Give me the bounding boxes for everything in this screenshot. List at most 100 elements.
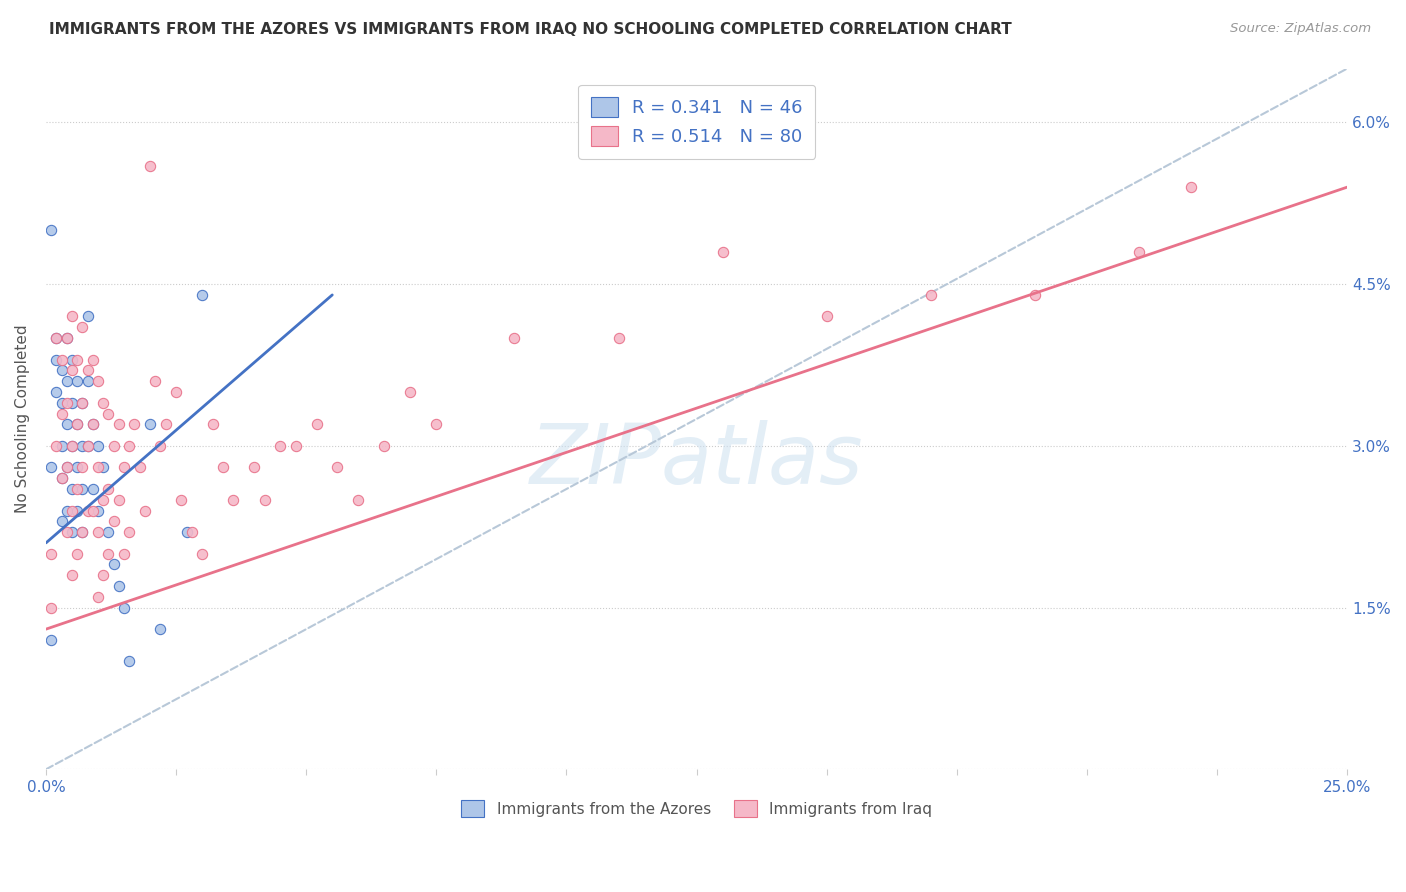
Point [60,525,83,540]
Point [347,492,370,507]
Text: Source: ZipAtlas.com: Source: ZipAtlas.com [1230,22,1371,36]
Point [82,482,104,496]
Point [56,525,79,540]
Point [56,331,79,345]
Point [97,407,120,421]
Point [155,417,177,432]
Point [1180,180,1202,194]
Point [60,503,83,517]
Point [51,471,73,485]
Point [60,482,83,496]
Point [76,503,98,517]
Point [56,374,79,388]
Point [112,460,135,475]
Point [87,503,110,517]
Point [76,374,98,388]
Point [253,492,276,507]
Point [87,439,110,453]
Text: ZIPatlas: ZIPatlas [530,420,863,501]
Point [425,417,447,432]
Point [72,439,94,453]
Point [66,374,89,388]
Point [72,525,94,540]
Point [1024,288,1046,302]
Point [165,384,187,399]
Text: IMMIGRANTS FROM THE AZORES VS IMMIGRANTS FROM IRAQ NO SCHOOLING COMPLETED CORREL: IMMIGRANTS FROM THE AZORES VS IMMIGRANTS… [49,22,1012,37]
Point [45,384,67,399]
Point [45,439,67,453]
Point [51,439,73,453]
Point [66,417,89,432]
Point [51,471,73,485]
Point [149,622,172,636]
Point [134,503,156,517]
Point [128,460,150,475]
Point [1128,244,1150,259]
Point [91,492,114,507]
Point [503,331,526,345]
Point [60,352,83,367]
Point [60,363,83,377]
Point [76,363,98,377]
Point [66,417,89,432]
Point [72,396,94,410]
Point [82,503,104,517]
Point [815,310,838,324]
Point [212,460,235,475]
Point [103,514,125,528]
Point [711,244,734,259]
Point [60,439,83,453]
Point [243,460,266,475]
Point [51,407,73,421]
Point [149,439,172,453]
Point [91,568,114,582]
Point [91,460,114,475]
Point [139,417,162,432]
Point [305,417,328,432]
Point [112,547,135,561]
Point [201,417,224,432]
Point [56,417,79,432]
Point [60,568,83,582]
Point [72,482,94,496]
Point [97,525,120,540]
Point [56,331,79,345]
Point [170,492,193,507]
Point [607,331,630,345]
Point [39,547,62,561]
Point [920,288,942,302]
Point [39,600,62,615]
Point [66,503,89,517]
Point [97,547,120,561]
Point [87,590,110,604]
Point [87,460,110,475]
Point [51,396,73,410]
Point [56,460,79,475]
Legend: Immigrants from the Azores, Immigrants from Iraq: Immigrants from the Azores, Immigrants f… [454,793,939,825]
Y-axis label: No Schooling Completed: No Schooling Completed [15,325,30,513]
Point [82,417,104,432]
Point [56,503,79,517]
Point [60,310,83,324]
Point [45,331,67,345]
Point [118,655,141,669]
Point [124,417,146,432]
Point [72,396,94,410]
Point [373,439,395,453]
Point [72,460,94,475]
Point [143,374,166,388]
Point [399,384,422,399]
Point [51,514,73,528]
Point [56,460,79,475]
Point [66,460,89,475]
Point [82,417,104,432]
Point [269,439,291,453]
Point [76,310,98,324]
Point [139,159,162,173]
Point [91,396,114,410]
Point [60,396,83,410]
Point [82,352,104,367]
Point [103,439,125,453]
Point [72,320,94,334]
Point [56,396,79,410]
